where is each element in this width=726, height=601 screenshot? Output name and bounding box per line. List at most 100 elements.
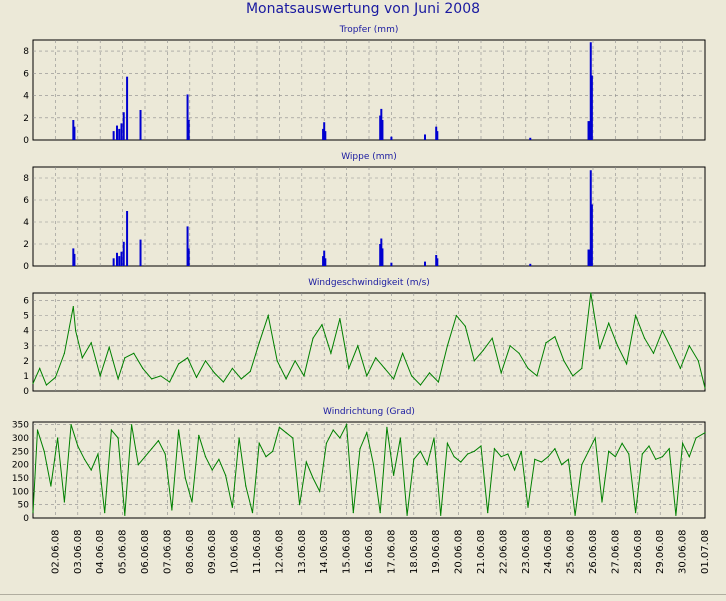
data-point — [77, 445, 79, 447]
data-point — [655, 458, 657, 460]
data-point — [97, 453, 99, 455]
data-point — [440, 514, 442, 516]
data-point — [130, 424, 133, 426]
data-point — [184, 477, 186, 479]
data-point — [195, 376, 198, 379]
x-tick-label: 02.06.08 — [50, 529, 61, 574]
data-point — [249, 370, 251, 372]
x-tick-label: 06.06.08 — [140, 529, 151, 574]
x-tick-label: 29.06.08 — [655, 529, 666, 574]
data-point — [366, 375, 368, 377]
data-point — [117, 378, 119, 380]
y-tick-label: 4 — [23, 327, 29, 337]
data-point — [99, 375, 101, 377]
data-point — [704, 432, 706, 434]
data-point — [90, 469, 92, 471]
panel-title: Windrichtung (Grad) — [323, 407, 415, 417]
data-point — [402, 352, 404, 354]
data-point — [110, 429, 112, 431]
data-point — [601, 501, 603, 503]
data-point — [527, 367, 529, 369]
data-point — [222, 381, 224, 383]
x-tick-label: 24.06.08 — [543, 529, 554, 574]
x-tick-label: 28.06.08 — [633, 529, 644, 574]
main-title: Monatsauswertung von Juni 2008 — [245, 1, 481, 17]
data-point — [285, 432, 287, 434]
data-point — [446, 345, 448, 347]
data-point — [240, 378, 242, 380]
data-point — [151, 448, 153, 450]
data-point — [482, 349, 484, 351]
data-point — [218, 458, 220, 460]
data-point — [70, 424, 72, 426]
data-point — [258, 442, 260, 444]
data-point — [39, 367, 41, 369]
data-point — [697, 360, 699, 362]
data-point — [547, 456, 549, 458]
data-point — [473, 450, 475, 452]
data-point — [204, 456, 207, 458]
data-point — [670, 348, 673, 350]
data-point — [213, 372, 216, 374]
data-point — [104, 512, 106, 514]
data-point — [90, 342, 92, 344]
data-point — [406, 514, 408, 516]
data-point — [339, 437, 341, 439]
data-point — [211, 469, 213, 471]
data-point — [426, 464, 428, 466]
data-point — [661, 456, 664, 458]
data-point — [375, 357, 377, 359]
data-point — [628, 453, 630, 455]
data-point — [276, 360, 278, 362]
data-point — [63, 352, 65, 354]
data-point — [225, 474, 227, 476]
data-point — [294, 360, 296, 362]
data-point — [536, 375, 538, 377]
data-point — [648, 445, 650, 447]
data-point — [108, 346, 110, 348]
data-point — [540, 461, 543, 463]
data-point — [32, 382, 34, 385]
data-point — [682, 442, 684, 444]
data-point — [695, 437, 697, 439]
data-point — [614, 456, 617, 458]
data-point — [265, 456, 267, 458]
data-point — [480, 445, 482, 447]
y-tick-label: 200 — [12, 461, 29, 471]
data-point — [527, 506, 529, 508]
x-tick-label: 22.06.08 — [498, 529, 509, 574]
data-point — [312, 337, 314, 339]
data-point — [621, 442, 623, 444]
data-point — [50, 485, 52, 487]
data-point — [160, 375, 162, 377]
data-point — [231, 367, 233, 369]
x-tick-label: 25.06.08 — [566, 529, 577, 574]
y-tick-label: 2 — [23, 240, 29, 250]
data-point — [668, 448, 670, 450]
data-point — [348, 367, 350, 369]
data-point — [137, 464, 139, 466]
panel-title: Wippe (mm) — [341, 152, 397, 162]
y-tick-label: 8 — [23, 47, 29, 57]
data-point — [386, 426, 388, 428]
data-point — [466, 453, 469, 455]
data-point — [572, 375, 574, 377]
data-point — [267, 315, 269, 317]
y-tick-label: 300 — [12, 434, 29, 444]
y-tick-label: 6 — [23, 297, 29, 307]
data-point — [634, 315, 637, 317]
data-point — [238, 437, 240, 439]
y-tick-label: 100 — [12, 487, 29, 497]
data-point — [410, 375, 413, 377]
data-point — [151, 378, 153, 380]
data-point — [652, 352, 655, 354]
data-point — [57, 437, 59, 439]
x-tick-label: 03.06.08 — [73, 529, 84, 574]
data-point — [587, 450, 590, 452]
x-tick-label: 10.06.08 — [230, 529, 241, 574]
y-tick-label: 6 — [23, 69, 29, 79]
data-point — [285, 378, 287, 380]
data-point — [330, 352, 332, 354]
data-point — [384, 367, 386, 369]
